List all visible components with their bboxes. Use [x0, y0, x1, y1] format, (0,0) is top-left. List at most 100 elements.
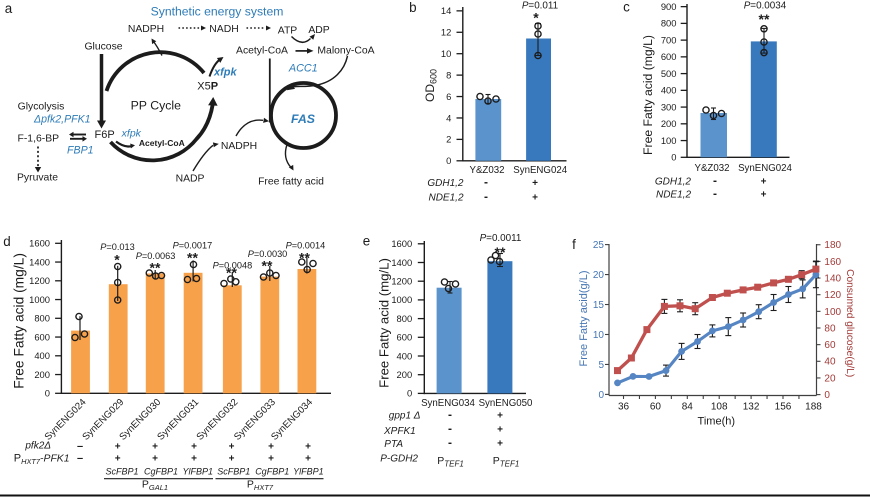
- svg-text:300: 300: [661, 101, 677, 112]
- svg-text:Free Fatty acid(g/L): Free Fatty acid(g/L): [578, 271, 590, 367]
- svg-text:80: 80: [824, 323, 836, 334]
- svg-text:+: +: [268, 441, 274, 452]
- svg-text:180: 180: [824, 240, 841, 251]
- svg-text:700: 700: [661, 34, 677, 45]
- svg-text:-: -: [713, 173, 717, 187]
- svg-text:NADH: NADH: [209, 24, 238, 35]
- svg-text:+: +: [229, 441, 235, 452]
- svg-text:X5P: X5P: [197, 80, 218, 92]
- svg-text:+: +: [115, 454, 121, 465]
- svg-text:NDE1,2: NDE1,2: [656, 190, 691, 201]
- svg-text:20: 20: [593, 270, 605, 281]
- svg-text:60: 60: [650, 401, 662, 412]
- svg-text:Free Fatty acid (mg/L): Free Fatty acid (mg/L): [377, 258, 392, 388]
- svg-text:*: *: [533, 10, 539, 26]
- svg-text:800: 800: [34, 313, 50, 324]
- svg-text:Acetyl-CoA: Acetyl-CoA: [139, 138, 185, 148]
- svg-text:600: 600: [34, 331, 50, 342]
- svg-text:F6P: F6P: [95, 129, 115, 141]
- svg-text:**: **: [187, 250, 198, 266]
- svg-text:1600: 1600: [29, 238, 50, 249]
- svg-text:+: +: [152, 441, 158, 452]
- svg-text:Malony-CoA: Malony-CoA: [317, 46, 374, 57]
- svg-text:+: +: [191, 441, 197, 452]
- svg-text:-: -: [713, 187, 717, 201]
- svg-text:Free Fatty acid (mg/L): Free Fatty acid (mg/L): [11, 253, 26, 389]
- svg-text:4: 4: [446, 112, 451, 123]
- svg-text:8: 8: [446, 69, 451, 80]
- svg-text:Y&Z032: Y&Z032: [469, 165, 504, 176]
- svg-text:P=0.0048: P=0.0048: [213, 260, 253, 270]
- svg-text:GDH1,2: GDH1,2: [655, 176, 692, 187]
- svg-text:**: **: [495, 244, 506, 260]
- svg-text:Pyruvate: Pyruvate: [17, 172, 58, 183]
- svg-text:1200: 1200: [391, 276, 412, 287]
- svg-text:0: 0: [407, 388, 412, 399]
- svg-text:+: +: [229, 454, 235, 465]
- svg-text:**: **: [150, 260, 161, 276]
- svg-text:**: **: [262, 258, 273, 274]
- svg-text:P=0.013: P=0.013: [100, 242, 135, 252]
- svg-text:200: 200: [397, 369, 413, 380]
- svg-text:c: c: [623, 0, 630, 15]
- svg-text:10: 10: [441, 48, 451, 59]
- svg-text:NADP: NADP: [176, 174, 205, 185]
- svg-text:SynENG050: SynENG050: [479, 398, 533, 409]
- svg-text:P=0.0063: P=0.0063: [136, 251, 176, 261]
- svg-text:FAS: FAS: [291, 112, 316, 126]
- svg-text:+: +: [532, 192, 538, 203]
- svg-text:CgFBP1: CgFBP1: [144, 467, 178, 477]
- svg-text:P=0.0011: P=0.0011: [480, 233, 522, 244]
- svg-text:PP Cycle: PP Cycle: [131, 98, 182, 112]
- svg-text:P=0.0030: P=0.0030: [248, 249, 288, 259]
- svg-text:SynENG024: SynENG024: [738, 163, 792, 174]
- svg-text:60: 60: [824, 340, 836, 351]
- svg-text:12: 12: [441, 27, 451, 38]
- svg-text:ACC1: ACC1: [288, 62, 318, 74]
- svg-text:20: 20: [824, 373, 836, 384]
- svg-text:xfpk: xfpk: [213, 67, 238, 79]
- svg-text:PTA: PTA: [384, 439, 403, 450]
- svg-text:0: 0: [671, 152, 676, 163]
- svg-text:XPFK1: XPFK1: [383, 426, 416, 437]
- svg-text:–: –: [77, 453, 83, 465]
- svg-text:25: 25: [593, 240, 605, 251]
- svg-text:xfpk: xfpk: [121, 128, 142, 140]
- svg-text:FBP1: FBP1: [67, 145, 94, 157]
- svg-text:800: 800: [397, 313, 413, 324]
- svg-text:36: 36: [618, 401, 630, 412]
- svg-text:GDH1,2: GDH1,2: [427, 178, 464, 189]
- svg-text:Acetyl-CoA: Acetyl-CoA: [236, 46, 288, 57]
- svg-text:Glucose: Glucose: [84, 42, 122, 53]
- svg-text:400: 400: [397, 350, 413, 361]
- svg-text:600: 600: [397, 332, 413, 343]
- svg-text:2: 2: [446, 134, 451, 145]
- svg-text:Free fatty acid: Free fatty acid: [258, 176, 324, 187]
- svg-text:Synthetic energy system: Synthetic energy system: [151, 4, 284, 18]
- svg-text:ADP: ADP: [308, 25, 329, 36]
- svg-text:+: +: [152, 454, 158, 465]
- svg-text:1400: 1400: [29, 256, 50, 267]
- svg-text:5: 5: [598, 360, 604, 371]
- svg-text:15: 15: [593, 300, 605, 311]
- svg-text:P-GDH2: P-GDH2: [380, 453, 418, 464]
- svg-text:NDE1,2: NDE1,2: [428, 192, 463, 203]
- svg-text:600: 600: [661, 51, 677, 62]
- svg-text:YlFBP1: YlFBP1: [293, 467, 324, 477]
- svg-text:P=0.0014: P=0.0014: [286, 241, 326, 251]
- svg-text:+: +: [497, 425, 503, 436]
- svg-text:14: 14: [441, 5, 451, 16]
- svg-text:132: 132: [743, 401, 760, 412]
- svg-text:500: 500: [661, 68, 677, 79]
- svg-text:108: 108: [711, 401, 728, 412]
- svg-text:ATP: ATP: [278, 26, 298, 37]
- svg-text:200: 200: [34, 369, 50, 380]
- svg-text:YlFBP1: YlFBP1: [182, 467, 213, 477]
- svg-text:0: 0: [824, 390, 830, 401]
- svg-text:e: e: [363, 234, 370, 249]
- svg-text:**: **: [226, 265, 237, 281]
- svg-text:SynENG034: SynENG034: [421, 398, 475, 409]
- svg-text:84: 84: [682, 401, 694, 412]
- svg-text:SynENG024: SynENG024: [513, 165, 567, 176]
- svg-text:156: 156: [775, 401, 792, 412]
